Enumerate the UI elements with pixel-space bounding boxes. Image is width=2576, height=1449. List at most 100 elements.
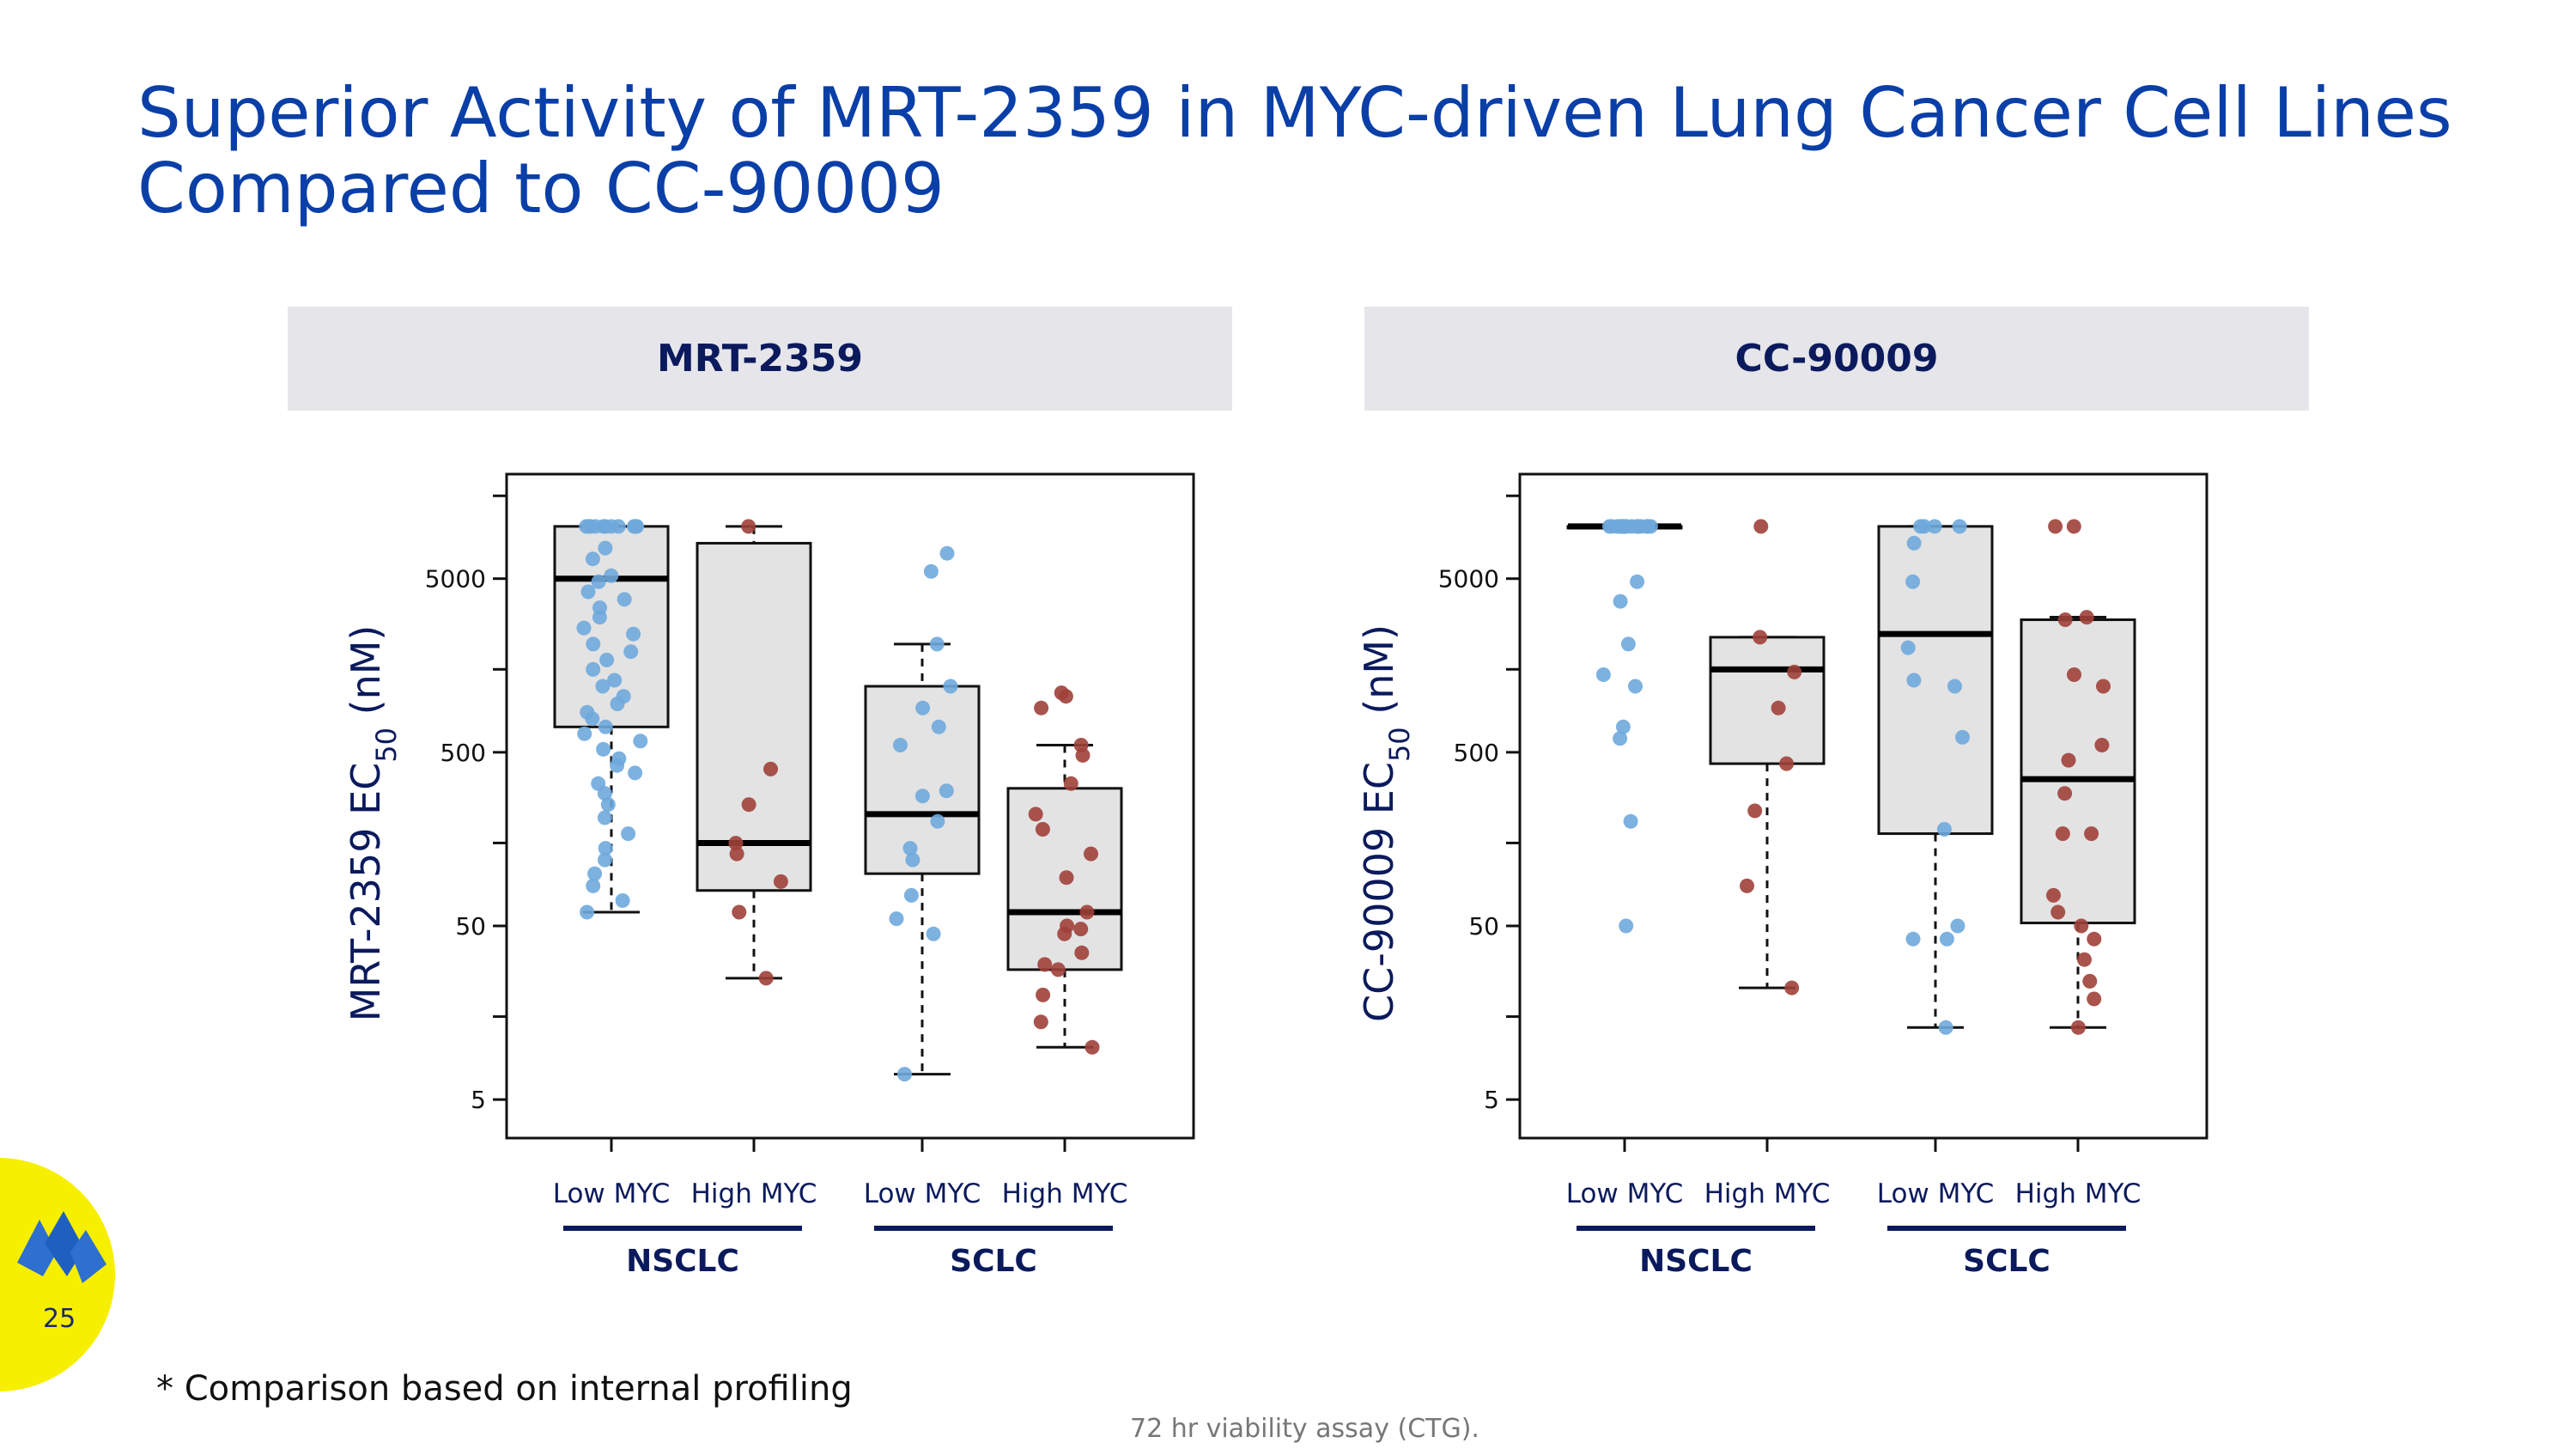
data-point: [598, 841, 613, 856]
data-point: [1035, 822, 1050, 837]
data-point: [598, 852, 612, 868]
data-point: [897, 1067, 912, 1082]
group-label: SCLC: [950, 1244, 1037, 1279]
data-point: [2094, 738, 2110, 752]
data-point: [585, 711, 600, 727]
data-point: [610, 758, 625, 773]
box-iqr: [1709, 636, 1826, 765]
y-tick-label: 5000: [425, 565, 486, 594]
box-iqr: [864, 685, 981, 875]
boxplot-chart-cc-90009: 5 50 500 5000 CC-90009 EC50 (nM) Low MYC High …: [1356, 472, 2208, 1279]
data-point: [2048, 519, 2063, 534]
data-point: [1955, 729, 1970, 745]
data-point: [1063, 776, 1078, 791]
data-point: [1936, 822, 1952, 837]
panel-header-cc-90009: CC-90009: [1364, 307, 2309, 411]
data-point: [1595, 667, 1611, 682]
data-point: [2057, 612, 2073, 627]
data-point: [2057, 786, 2073, 801]
box-iqr: [696, 541, 812, 892]
data-point: [1615, 719, 1631, 734]
data-point: [1084, 1039, 1100, 1055]
data-point: [2087, 991, 2102, 1007]
data-point: [615, 893, 630, 908]
data-point: [621, 826, 636, 842]
page-number: 25: [43, 1304, 76, 1334]
data-point: [2061, 752, 2076, 768]
data-point: [598, 540, 613, 556]
footnote: * Comparison based on internal profiling: [156, 1369, 853, 1409]
data-point: [586, 878, 601, 893]
data-point: [893, 738, 908, 752]
data-point: [599, 652, 615, 667]
data-point: [1905, 931, 1921, 947]
data-point: [763, 761, 778, 776]
data-point: [577, 726, 592, 741]
data-point: [1079, 904, 1095, 920]
data-point: [729, 846, 744, 861]
data-point: [1906, 535, 1922, 551]
data-point: [629, 519, 645, 534]
data-point: [943, 679, 958, 694]
data-point: [902, 841, 918, 856]
slide-title-line-1: Superior Activity of MRT-2359 in MYC-dri…: [137, 73, 2452, 153]
panel-header-mrt-2359: MRT-2359: [288, 307, 1232, 411]
data-point: [1028, 807, 1043, 822]
box-iqr: [553, 525, 670, 728]
data-point: [585, 551, 600, 567]
data-point: [1075, 747, 1091, 763]
data-point: [1947, 679, 1962, 694]
data-point: [633, 734, 648, 749]
data-point: [1074, 945, 1090, 960]
data-point: [1036, 987, 1051, 1002]
data-point: [2066, 519, 2081, 534]
data-point: [1900, 640, 1916, 655]
data-point: [623, 644, 639, 660]
plot-frame: [505, 472, 1195, 1140]
group-label: NSCLC: [626, 1244, 739, 1279]
data-point: [1037, 957, 1053, 972]
box-iqr: [1877, 525, 1994, 836]
data-point: [741, 519, 756, 534]
data-point: [741, 797, 756, 813]
data-point: [1033, 1014, 1048, 1030]
data-point: [939, 545, 955, 561]
x-category-label: Low MYC: [1566, 1178, 1684, 1209]
slide-title: Superior Activity of MRT-2359 in MYC-dri…: [137, 76, 2456, 227]
data-point: [1620, 636, 1636, 652]
data-point: [905, 852, 920, 868]
panel-title-mrt-2359: MRT-2359: [657, 337, 863, 381]
data-point: [1057, 926, 1072, 941]
data-point: [1084, 846, 1098, 861]
group-label: NSCLC: [1639, 1244, 1753, 1279]
data-point: [580, 584, 596, 600]
data-point: [1073, 922, 1089, 937]
x-category-label: Low MYC: [1877, 1178, 1995, 1209]
data-point: [1630, 574, 1645, 589]
data-point: [626, 626, 641, 642]
data-point: [598, 719, 613, 734]
data-point: [2046, 887, 2061, 903]
data-point: [728, 836, 744, 851]
data-point: [1058, 689, 1073, 704]
data-point: [1747, 803, 1763, 819]
data-point: [592, 610, 607, 625]
data-point: [1952, 519, 1967, 534]
company-logo-icon: [17, 1211, 106, 1283]
data-point: [1613, 731, 1628, 746]
data-point: [581, 519, 597, 534]
data-point: [1623, 813, 1638, 829]
data-point: [617, 592, 632, 607]
data-point: [926, 926, 941, 941]
x-category-label: High MYC: [2015, 1178, 2142, 1209]
y-tick-label: 5: [471, 1086, 486, 1114]
data-point: [610, 697, 625, 711]
data-point: [2096, 679, 2111, 694]
data-point: [931, 719, 946, 734]
data-point: [2050, 904, 2066, 920]
y-axis-label: CC-90009 EC50 (nM): [1356, 624, 1416, 1022]
data-point: [1917, 519, 1932, 534]
box-iqr: [2020, 618, 2136, 925]
data-point: [2079, 610, 2094, 625]
data-point: [1740, 878, 1754, 893]
